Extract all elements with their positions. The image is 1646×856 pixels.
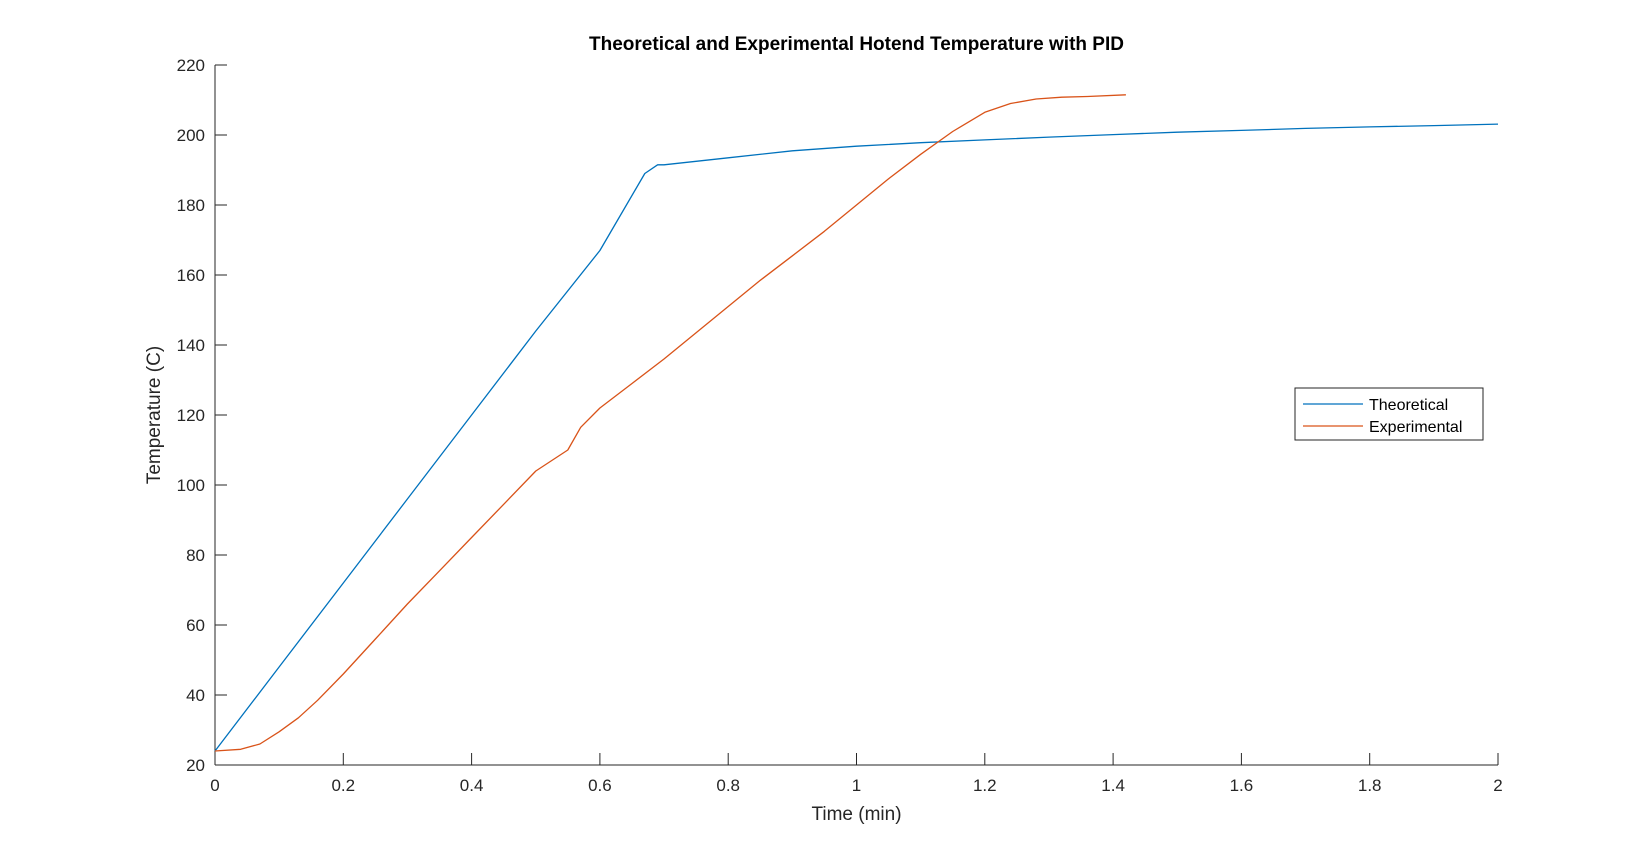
y-tick-label: 180 [177, 196, 205, 215]
x-tick-label: 0.6 [588, 776, 612, 795]
y-tick-label: 200 [177, 126, 205, 145]
y-tick-label: 220 [177, 56, 205, 75]
legend-label-theoretical: Theoretical [1369, 397, 1448, 414]
y-tick-label: 120 [177, 406, 205, 425]
x-tick-label: 1 [852, 776, 861, 795]
legend-box [1294, 387, 1484, 441]
x-tick-label: 0.4 [460, 776, 484, 795]
x-tick-label: 0.2 [331, 776, 355, 795]
y-tick-label: 80 [186, 546, 205, 565]
plot-series [214, 94, 1499, 752]
x-tick-label: 2 [1493, 776, 1502, 795]
series-line-experimental [214, 94, 1126, 752]
y-tick-label: 60 [186, 616, 205, 635]
x-tick-label: 1.6 [1230, 776, 1254, 795]
x-tick-label: 1.4 [1101, 776, 1125, 795]
chart-title: Theoretical and Experimental Hotend Temp… [589, 34, 1124, 55]
axes: 0 0.2 0.4 0.6 0.8 1 1.2 1.4 1.6 1.8 22040608010012… [177, 56, 1503, 795]
legend-label-experimental: Experimental [1369, 419, 1462, 436]
y-axis-label: Temperature (C) [144, 346, 165, 484]
x-tick-label: 1.8 [1358, 776, 1382, 795]
y-tick-label: 160 [177, 266, 205, 285]
x-tick-label: 0.8 [716, 776, 740, 795]
legend: Theoretical Experimental [1294, 387, 1484, 441]
y-tick-label: 40 [186, 686, 205, 705]
series-line-theoretical [214, 123, 1499, 752]
y-tick-label: 140 [177, 336, 205, 355]
y-tick-label: 100 [177, 476, 205, 495]
y-tick-label: 20 [186, 756, 205, 775]
x-tick-label: 1.2 [973, 776, 997, 795]
x-tick-label: 0 [210, 776, 219, 795]
x-axis-label: Time (min) [811, 804, 901, 825]
